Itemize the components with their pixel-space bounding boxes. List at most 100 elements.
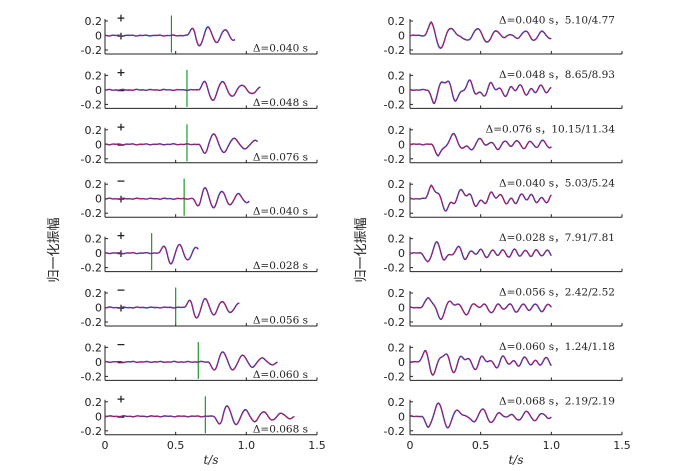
y-tick-label: -0.2 [384,153,405,166]
y-tick-label: 0 [95,410,102,423]
y-tick-label: -0.2 [384,316,405,329]
x-tick-label: 1.0 [543,439,561,452]
y-tick-label: 0.2 [388,124,406,137]
y-tick-label: 0.2 [85,341,103,354]
y-tick-label: 0.2 [388,341,406,354]
y-tick-label: 0.2 [388,178,406,191]
panel-annotation: Δ=0.048 s [253,97,308,109]
y-tick-label: 0.2 [85,233,103,246]
y-tick-label: -0.2 [384,44,405,57]
polarity-mark: + [116,66,125,79]
waveform-panel: 0.20-0.2+−Δ=0.068 s [81,392,318,438]
waveform-panel: 0.20 -0.2 Δ=0.076 s，10.15/11.34 [384,123,623,166]
synthetic-waveform [409,241,552,263]
panel-annotation: Δ=0.056 s，2.42/2.52 [499,287,615,299]
y-tick-label: 0 [95,30,102,43]
observed-waveform [104,405,295,426]
synthetic-waveform [409,79,552,104]
waveform-panel: 0.20 -0.2 Δ=0.068 s，2.19/2.19 [384,395,623,438]
y-tick-label: 0.2 [85,396,103,409]
y-tick-label: 0 [398,302,405,315]
y-tick-label: -0.2 [384,207,405,220]
y-tick-label: 0 [95,84,102,97]
observed-waveform [409,241,552,263]
y-tick-label: 0.2 [388,233,406,246]
panel-annotation: Δ=0.068 s [253,423,308,435]
synthetic-waveform [409,133,552,157]
synthetic-waveform [104,26,236,46]
panel-annotation: Δ=0.076 s [253,151,308,163]
panel-annotation: Δ=0.060 s，1.24/1.18 [499,341,615,353]
y-tick-label: 0 [95,138,102,151]
y-tick-label: 0 [95,193,102,206]
polarity-mark: − [116,175,125,188]
polarity-mark: + [116,392,125,405]
synthetic-waveform [104,187,250,209]
waveform-panel: 0.2 0-0.2 Δ=0.040 s，5.03/5.24 [384,178,623,220]
x-axis-title: t/s [203,453,218,467]
synthetic-waveform [104,298,240,319]
panel-annotation: Δ=0.040 s [253,43,308,55]
waveform-panel: 0.20-0.2−+Δ=0.040 s [81,175,318,220]
y-tick-label: 0.2 [85,178,103,191]
observed-waveform [409,132,552,157]
x-tick-label: 0.5 [472,439,490,452]
waveform-panel: 0.20 -0.2 Δ=0.028 s，7.91/7.81 [384,232,623,275]
y-tick-label: -0.2 [384,98,405,111]
panel-annotation: Δ=0.040 s，5.03/5.24 [499,178,615,190]
y-tick-label: 0 [398,138,405,151]
synthetic-waveform [104,80,261,101]
y-tick-label: -0.2 [81,316,102,329]
y-tick-label: 0 [398,84,405,97]
y-tick-label: -0.2 [81,207,102,220]
x-tick-label: 0 [102,439,109,452]
y-tick-label: 0 [95,302,102,315]
y-tick-label: 0.2 [85,124,103,137]
x-tick-label: 0.5 [167,439,185,452]
waveform-panel: 0.20-0.2+−Δ=0.048 s [81,66,318,111]
y-tick-label: 0 [398,356,405,369]
waveform-panel: 0.2 0-0.2 Δ=0.048 s，8.65/8.93 [384,69,623,111]
y-tick-label: 0 [398,247,405,260]
x-tick-label: 0 [407,439,414,452]
panel-annotation: Δ=0.056 s [253,315,308,327]
y-tick-label: -0.2 [81,44,102,57]
y-tick-label: -0.2 [81,153,102,166]
synthetic-waveform [409,184,552,212]
panel-annotation: Δ=0.060 s [253,369,308,381]
y-tick-label: -0.2 [81,425,102,438]
y-axis-title: 归一化振幅 [47,217,62,282]
panel-annotation: Δ=0.040 s [253,206,308,218]
polarity-mark: − [116,284,125,297]
panel-annotation: Δ=0.068 s，2.19/2.19 [499,395,615,407]
y-tick-label: 0 [95,356,102,369]
polarity-mark: + [116,12,125,25]
polarity-mark: + [116,229,125,242]
panel-annotation: Δ=0.028 s [253,260,308,272]
observed-waveform [104,186,250,209]
observed-waveform [409,79,552,105]
y-tick-label: -0.2 [81,370,102,383]
y-tick-label: 0 [398,30,405,43]
synthetic-waveform [104,244,199,265]
y-axis-title: 归一化振幅 [354,217,369,282]
x-axis-title: t/s [508,453,523,467]
synthetic-waveform [105,133,258,154]
observed-waveform [409,349,552,377]
synthetic-waveform [409,21,552,49]
panel-annotation: Δ=0.076 s，10.15/11.34 [486,123,616,135]
panel-annotation: Δ=0.040 s，5.10/4.77 [499,15,615,27]
x-tick-label: 1.5 [613,439,631,452]
synthetic-waveform [409,350,552,376]
polarity-mark: + [116,120,125,133]
waveform-panel: 0.20-0.2+−Δ=0.076 s [81,120,318,166]
y-tick-label: 0.2 [85,15,103,28]
y-tick-label: 0.2 [388,69,406,82]
y-tick-label: -0.2 [384,370,405,383]
y-tick-label: -0.2 [384,262,405,275]
waveform-panel: 0.2 0-0.2 Δ=0.040 s，5.10/4.77 [384,15,623,57]
y-tick-label: 0 [398,410,405,423]
